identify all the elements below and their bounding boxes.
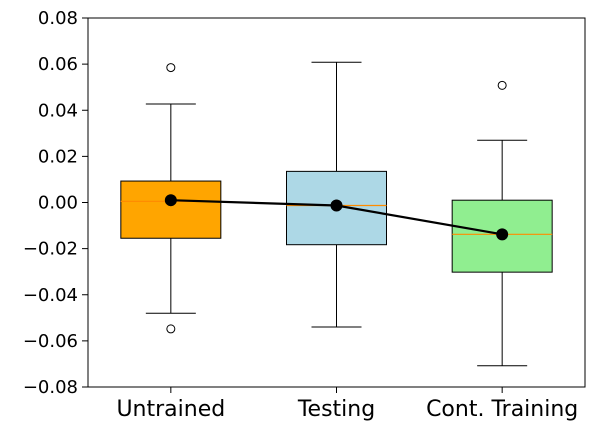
y-tick-label: 0.04 — [38, 100, 78, 121]
outlier-point — [497, 80, 507, 90]
mean-marker — [496, 228, 509, 241]
outlier-point — [166, 63, 176, 73]
plot-frame — [87, 17, 586, 388]
y-tick-label: −0.04 — [23, 285, 78, 306]
y-tick-label: 0.02 — [38, 146, 78, 167]
y-axis: 0.08 0.06 0.04 0.02 0.00 −0.02 −0.04 −0.06 −0.08 — [23, 8, 88, 398]
y-tick-label: 0.06 — [38, 54, 78, 75]
mean-marker — [164, 194, 177, 207]
box-0 — [120, 63, 222, 334]
x-category-label: Untrained — [116, 397, 225, 422]
y-tick-label: −0.08 — [23, 377, 78, 398]
x-axis: Untrained Testing Cont. Training — [116, 387, 578, 422]
y-tick-label: 0.08 — [38, 8, 78, 29]
y-tick-label: 0.00 — [38, 193, 78, 214]
x-category-label: Testing — [297, 397, 375, 422]
x-category-label: Cont. Training — [426, 397, 578, 422]
y-tick-label: −0.06 — [23, 331, 78, 352]
means — [164, 194, 509, 241]
y-tick-label: −0.02 — [23, 239, 78, 260]
mean-marker — [330, 199, 343, 212]
outlier-point — [166, 324, 176, 334]
box-body — [120, 180, 222, 239]
